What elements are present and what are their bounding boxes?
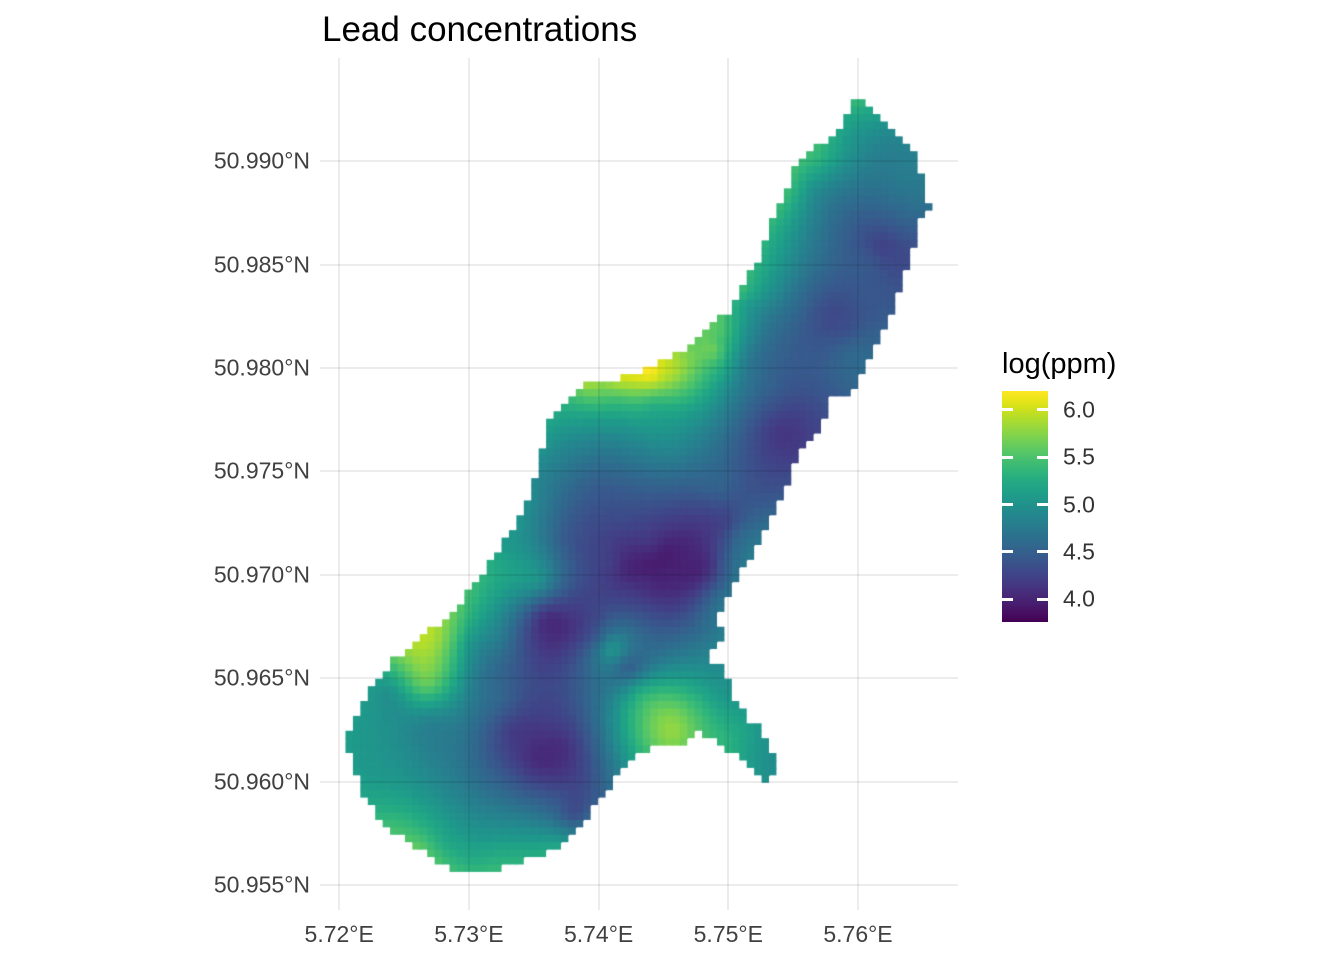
x-tick-label: 5.75°E (693, 921, 763, 947)
y-tick-label: 50.975°N (213, 457, 310, 484)
legend-tick (1002, 597, 1013, 601)
gridline-horizontal (320, 883, 958, 886)
gridline-vertical (338, 58, 341, 910)
gridline-horizontal (320, 677, 958, 680)
plot-panel (320, 58, 958, 910)
gridline-vertical (467, 58, 470, 910)
legend-tick (1002, 455, 1013, 459)
legend-tick (1002, 550, 1013, 554)
gridline-horizontal (320, 780, 958, 783)
y-tick-label: 50.965°N (213, 664, 310, 691)
y-tick-label: 50.960°N (213, 768, 310, 794)
gridline-horizontal (320, 263, 958, 266)
legend-tick-label: 4.0 (1063, 585, 1095, 612)
legend-tick (1037, 550, 1048, 554)
legend-tick-label: 5.5 (1063, 443, 1095, 470)
y-tick-label: 50.990°N (213, 147, 310, 174)
legend-tick (1002, 408, 1013, 412)
gridline-horizontal (320, 470, 958, 473)
x-tick-label: 5.76°E (823, 921, 893, 947)
legend-tick-label: 4.5 (1063, 538, 1095, 565)
gridline-vertical (727, 58, 730, 910)
y-tick-label: 50.970°N (213, 561, 310, 588)
gridline-vertical (857, 58, 859, 910)
legend-colorbar (1002, 391, 1048, 622)
gridline-vertical (597, 58, 600, 910)
x-tick-label: 5.73°E (434, 921, 504, 947)
legend-tick-label: 6.0 (1063, 396, 1095, 423)
y-tick-label: 50.980°N (213, 354, 310, 381)
legend-tick (1037, 408, 1048, 412)
legend-title: log(ppm) (1002, 348, 1117, 380)
legend-tick (1037, 455, 1048, 459)
plot-title: Lead concentrations (322, 10, 638, 49)
y-tick-label: 50.955°N (213, 871, 310, 898)
gridline-horizontal (320, 160, 958, 163)
legend-tick (1037, 503, 1048, 507)
gridline-horizontal (320, 573, 958, 576)
heatmap-raster (320, 58, 958, 910)
gridline-horizontal (320, 366, 958, 369)
legend-tick (1002, 503, 1013, 507)
legend-tick-label: 5.0 (1063, 491, 1095, 518)
x-tick-label: 5.72°E (304, 921, 374, 947)
legend-tick (1037, 597, 1048, 601)
y-tick-label: 50.985°N (213, 251, 310, 277)
x-tick-label: 5.74°E (563, 921, 634, 947)
